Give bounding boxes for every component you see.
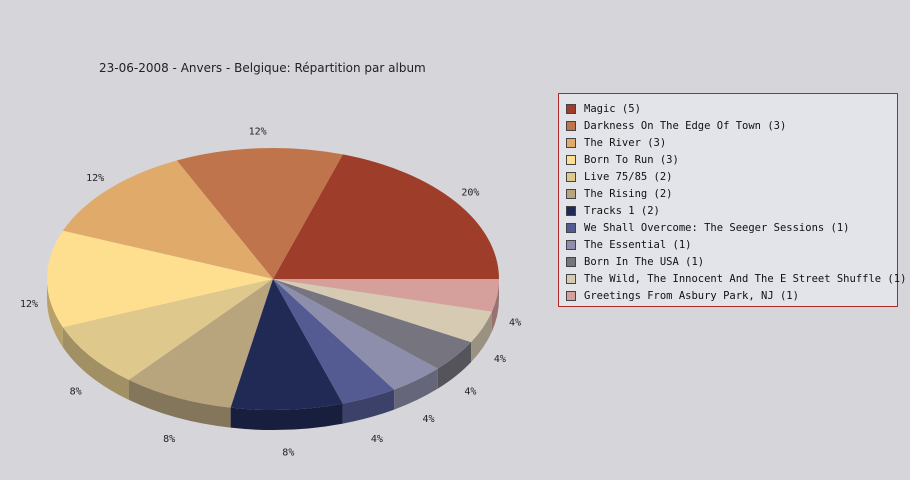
legend-swatch: [566, 171, 576, 182]
legend-swatch: [566, 239, 576, 250]
pie-side-4: [47, 279, 63, 348]
pct-label: 12%: [20, 299, 38, 310]
pie-slice-8: [273, 279, 395, 404]
legend-item: Magic (5): [566, 100, 897, 117]
pie-sides: [47, 279, 499, 430]
pie-slice-2: [176, 148, 343, 279]
chart-title: 23-06-2008 - Anvers - Belgique: Répartit…: [99, 61, 426, 75]
pie-slice-1: [273, 154, 499, 279]
legend-swatch: [566, 154, 576, 165]
pct-label: 12%: [249, 126, 267, 137]
legend-label: Magic (5): [584, 102, 641, 115]
legend-swatch: [566, 120, 576, 131]
legend-item: The Essential (1): [566, 236, 897, 253]
legend-label: The River (3): [584, 136, 667, 149]
pct-label: 4%: [371, 434, 383, 445]
pie-side-10: [437, 342, 472, 389]
pie-slices: [47, 148, 499, 410]
pct-label: 8%: [70, 387, 82, 398]
pie-slice-12: [273, 279, 499, 312]
legend-item: The Wild, The Innocent And The E Street …: [566, 270, 906, 287]
pie-side-5: [62, 327, 129, 400]
pct-label: 20%: [461, 187, 479, 198]
legend-label: Tracks 1 (2): [584, 204, 660, 217]
pct-label: 12%: [86, 173, 104, 184]
pct-label: 4%: [509, 318, 521, 329]
pie-slice-3: [62, 160, 273, 279]
legend-label: The Rising (2): [584, 187, 673, 200]
pct-label: 4%: [423, 414, 435, 425]
pie-slice-5: [62, 279, 273, 380]
legend-label: Born To Run (3): [584, 153, 679, 166]
legend-swatch: [566, 273, 576, 284]
legend-item: Born To Run (3): [566, 151, 897, 168]
pct-label: 8%: [163, 434, 175, 445]
pct-label: 4%: [464, 387, 476, 398]
legend-label: Live 75/85 (2): [584, 170, 673, 183]
legend-swatch: [566, 137, 576, 148]
legend-item: Born In The USA (1): [566, 253, 897, 270]
legend-item: The Rising (2): [566, 185, 897, 202]
legend-swatch: [566, 290, 576, 301]
legend-item: Greetings From Asbury Park, NJ (1): [566, 287, 897, 304]
pie-side-12: [491, 279, 499, 332]
pie-slice-11: [273, 279, 492, 343]
pct-label: 4%: [494, 354, 506, 365]
legend-swatch: [566, 188, 576, 199]
legend-label: Greetings From Asbury Park, NJ (1): [584, 289, 799, 302]
pie-side-9: [394, 368, 438, 410]
legend-item: Tracks 1 (2): [566, 202, 897, 219]
pie-side-6: [128, 379, 231, 428]
pie-slice-7: [230, 279, 343, 410]
pie-slice-6: [128, 279, 273, 408]
legend-label: The Wild, The Innocent And The E Street …: [584, 272, 907, 285]
legend-swatch: [566, 103, 576, 114]
pie-slice-9: [273, 279, 438, 390]
pie-slice-10: [273, 279, 472, 369]
legend-swatch: [566, 256, 576, 267]
pie-labels: 20% 12% 12% 12% 8% 8% 8% 4% 4% 4% 4% 4%: [20, 126, 521, 458]
legend: Magic (5) Darkness On The Edge Of Town (3…: [558, 93, 906, 307]
pie-side-7: [230, 403, 343, 430]
legend-label: The Essential (1): [584, 238, 692, 251]
legend-swatch: [566, 222, 576, 233]
legend-label: Born In The USA (1): [584, 255, 705, 268]
legend-label: We Shall Overcome: The Seeger Sessions (…: [584, 221, 850, 234]
pie-side-8: [342, 389, 395, 424]
legend-item: We Shall Overcome: The Seeger Sessions (…: [566, 219, 897, 236]
pie-side-11: [471, 311, 492, 363]
pie-slice-4: [47, 230, 273, 328]
pct-label: 8%: [282, 448, 294, 459]
legend-item: The River (3): [566, 134, 897, 151]
legend-item: Darkness On The Edge Of Town (3): [566, 117, 897, 134]
legend-swatch: [566, 205, 576, 216]
legend-label: Darkness On The Edge Of Town (3): [584, 119, 787, 132]
legend-item: Live 75/85 (2): [566, 168, 897, 185]
